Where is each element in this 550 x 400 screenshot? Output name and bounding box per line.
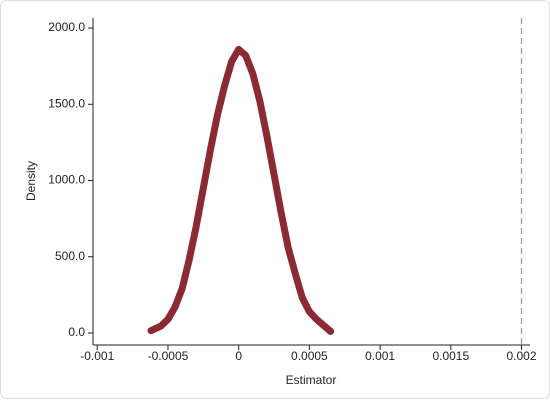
x-tick-label: -0.001 [80, 349, 114, 363]
x-tick-label: 0.0015 [432, 349, 469, 363]
y-tick-label: 1500.0 [48, 96, 85, 110]
y-tick-label: 1000.0 [48, 173, 85, 187]
x-axis-label: Estimator [286, 373, 337, 387]
x-tick-label: -0.0005 [148, 349, 189, 363]
density-line [147, 45, 335, 335]
x-tick-label: 0.002 [506, 349, 536, 363]
y-tick-label: 0.0 [68, 325, 85, 339]
y-tick-label: 500.0 [55, 249, 85, 263]
x-tick-label: 0.0005 [291, 349, 328, 363]
x-tick-label: 0 [235, 349, 242, 363]
y-axis-label: Density [24, 161, 38, 201]
x-tick-label: 0.001 [365, 349, 395, 363]
y-tick-label: 2000.0 [48, 20, 85, 34]
